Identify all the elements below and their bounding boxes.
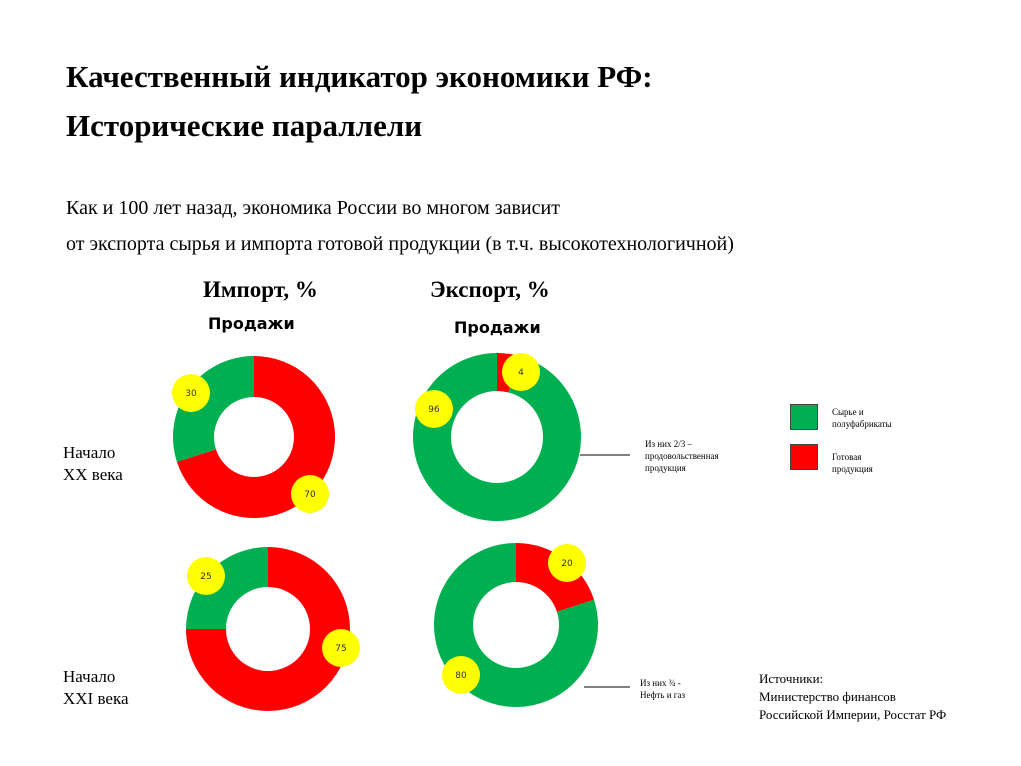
row-label-xx-line-2: XX века xyxy=(63,465,123,484)
row-label-xxi-line-1: Начало xyxy=(63,667,116,686)
row-label-xxi-line-2: XXI века xyxy=(63,689,129,708)
import-sales-label: Продажи xyxy=(208,314,295,333)
legend-finished-line-1: Готовая xyxy=(832,452,862,462)
note1-line-1: Из них 2/3 – xyxy=(645,439,692,449)
export-xx-note: Из них 2/3 – продовольственная продукция xyxy=(645,438,719,474)
donut-2-value-badge-1 xyxy=(322,629,360,667)
sources-line-2: Министерство финансов xyxy=(759,689,896,704)
subtitle: Как и 100 лет назад, экономика России во… xyxy=(66,190,734,262)
donut-1-value-label-0: 96 xyxy=(428,405,440,415)
donut-2-value-label-1: 75 xyxy=(335,644,346,654)
subtitle-line-1: Как и 100 лет назад, экономика России во… xyxy=(66,197,560,219)
legend-label-finished: Готовая продукция xyxy=(832,451,873,475)
sources: Источники: Министерство финансов Российс… xyxy=(759,670,946,724)
legend-raw-line-2: полуфабрикаты xyxy=(832,419,892,429)
import-header: Импорт, % xyxy=(203,277,318,302)
donut-0-value-badge-1 xyxy=(291,475,329,513)
note2-line-2: Нефть и газ xyxy=(640,690,686,700)
note1-line-2: продовольственная xyxy=(645,451,719,461)
donut-3-value-badge-0 xyxy=(442,656,480,694)
note1-line-3: продукция xyxy=(645,463,686,473)
export-sales-label: Продажи xyxy=(454,318,541,337)
donut-0-value-badge-0 xyxy=(172,374,210,412)
row-label-xx-century: Начало XX века xyxy=(63,442,123,486)
donut-0-slice-0 xyxy=(172,355,254,463)
legend-swatch-finished xyxy=(790,444,818,470)
donut-1-value-label-1: 4 xyxy=(518,368,524,378)
sources-heading: Источники: xyxy=(759,671,824,686)
title-line-1: Качественный индикатор экономики РФ: xyxy=(66,59,653,94)
title-line-2: Исторические параллели xyxy=(66,108,423,143)
donut-2-value-badge-0 xyxy=(187,557,225,595)
export-xxi-note: Из них ¾ - Нефть и газ xyxy=(640,677,685,701)
legend-finished-line-2: продукция xyxy=(832,464,873,474)
donut-0-slice-1 xyxy=(176,356,335,518)
donut-3-value-badge-1 xyxy=(548,544,586,582)
legend-label-raw: Сырье и полуфабрикаты xyxy=(832,406,892,430)
row-label-xxi-century: Начало XXI века xyxy=(63,666,129,710)
donut-0-value-label-1: 70 xyxy=(304,490,316,500)
donut-2-value-label-0: 25 xyxy=(200,572,211,582)
sources-line-3: Российской Империи, Росстат РФ xyxy=(759,707,947,722)
note2-line-1: Из них ¾ - xyxy=(640,678,681,688)
subtitle-line-2: от экспорта сырья и импорта готовой прод… xyxy=(66,233,734,255)
export-header: Экспорт, % xyxy=(430,277,550,302)
donut-2-slice-1 xyxy=(186,547,350,711)
donut-1-value-badge-0 xyxy=(415,390,453,428)
page-title: Качественный индикатор экономики РФ: Ист… xyxy=(66,52,653,150)
row-label-xx-line-1: Начало xyxy=(63,443,116,462)
donut-0-value-label-0: 30 xyxy=(185,389,197,399)
donut-3-value-label-1: 20 xyxy=(561,559,573,569)
legend-swatch-raw xyxy=(790,404,818,430)
donut-2-slice-0 xyxy=(186,547,268,629)
legend-raw-line-1: Сырье и xyxy=(832,407,864,417)
donut-1-value-badge-1 xyxy=(502,353,540,391)
donut-1-slice-0 xyxy=(413,353,582,521)
donut-3-value-label-0: 80 xyxy=(455,671,467,681)
